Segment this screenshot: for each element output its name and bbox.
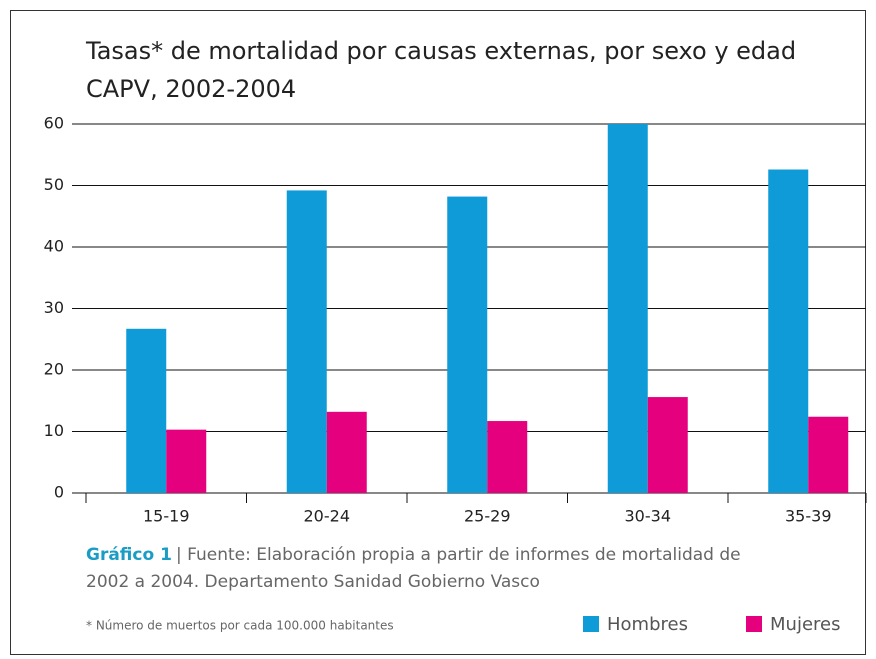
footnote: * Número de muertos por cada 100.000 hab…: [86, 619, 394, 633]
bar: [808, 416, 849, 493]
y-tick-label: 30: [44, 298, 64, 317]
bar: [286, 190, 327, 494]
bar: [768, 169, 809, 493]
x-tick-label: 15-19: [143, 507, 190, 526]
x-tick-label: 30-34: [625, 507, 672, 526]
chart-title: CAPV, 2002-2004: [86, 75, 296, 103]
bar: [647, 397, 688, 493]
bar: [126, 328, 167, 493]
bar: [607, 124, 648, 493]
y-tick-label: 50: [44, 175, 64, 194]
bar: [487, 421, 528, 493]
y-tick-label: 60: [44, 114, 64, 133]
chart-title: Tasas* de mortalidad por causas externas…: [85, 37, 796, 65]
bar: [326, 411, 367, 493]
legend-label: Mujeres: [770, 614, 840, 635]
caption-label: Gráfico 1: [86, 545, 172, 565]
x-tick-label: 35-39: [785, 507, 832, 526]
caption: | Fuente: Elaboración propia a partir de…: [176, 545, 741, 565]
x-tick-label: 20-24: [304, 507, 351, 526]
y-tick-label: 10: [44, 421, 64, 440]
y-tick-label: 40: [44, 237, 64, 256]
bar: [166, 429, 207, 493]
y-tick-label: 0: [54, 483, 64, 502]
legend-swatch: [583, 616, 599, 632]
caption: 2002 a 2004. Departamento Sanidad Gobier…: [86, 572, 540, 592]
bar: [447, 196, 488, 493]
y-tick-label: 20: [44, 360, 64, 379]
x-tick-label: 25-29: [464, 507, 511, 526]
legend-swatch: [746, 616, 762, 632]
legend-label: Hombres: [607, 614, 688, 635]
